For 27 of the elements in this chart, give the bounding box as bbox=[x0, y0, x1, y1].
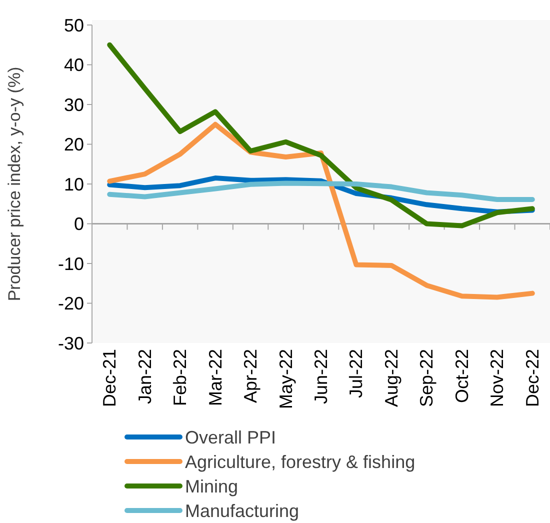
y-tick-label: 0 bbox=[74, 214, 84, 234]
x-tick-label: Sep-22 bbox=[416, 349, 437, 408]
x-tick-label: Dec-22 bbox=[522, 349, 542, 408]
y-tick-label: -10 bbox=[58, 254, 84, 274]
x-tick-label: Jul-22 bbox=[346, 349, 366, 398]
x-tick-label: Aug-22 bbox=[381, 349, 402, 408]
y-tick-label: -30 bbox=[58, 333, 84, 354]
y-tick-label: -20 bbox=[58, 294, 84, 314]
x-tick-label: Mar-22 bbox=[205, 349, 226, 406]
y-tick-label: 20 bbox=[64, 134, 84, 155]
y-axis-title: Producer price index, y-o-y (%) bbox=[5, 66, 24, 302]
y-tick-label: 50 bbox=[64, 15, 84, 36]
legend-label: Mining bbox=[185, 476, 238, 496]
y-tick-label: 40 bbox=[64, 55, 84, 76]
legend-label: Manufacturing bbox=[185, 500, 300, 521]
x-tick-label: Jan-22 bbox=[134, 349, 155, 404]
x-tick-label: Feb-22 bbox=[170, 349, 190, 406]
y-tick-label: 10 bbox=[64, 174, 84, 194]
x-tick-label: Apr-22 bbox=[240, 349, 261, 404]
x-tick-label: Dec-21 bbox=[100, 349, 120, 408]
x-tick-label: Jun-22 bbox=[311, 349, 331, 404]
x-tick-label: Nov-22 bbox=[487, 349, 508, 408]
legend-label: Overall PPI bbox=[185, 427, 276, 448]
y-tick-label: 30 bbox=[64, 94, 84, 115]
legend-label: Agriculture, forestry & fishing bbox=[185, 452, 416, 472]
x-tick-label: Oct-22 bbox=[452, 349, 472, 404]
x-tick-label: May-22 bbox=[276, 349, 296, 410]
